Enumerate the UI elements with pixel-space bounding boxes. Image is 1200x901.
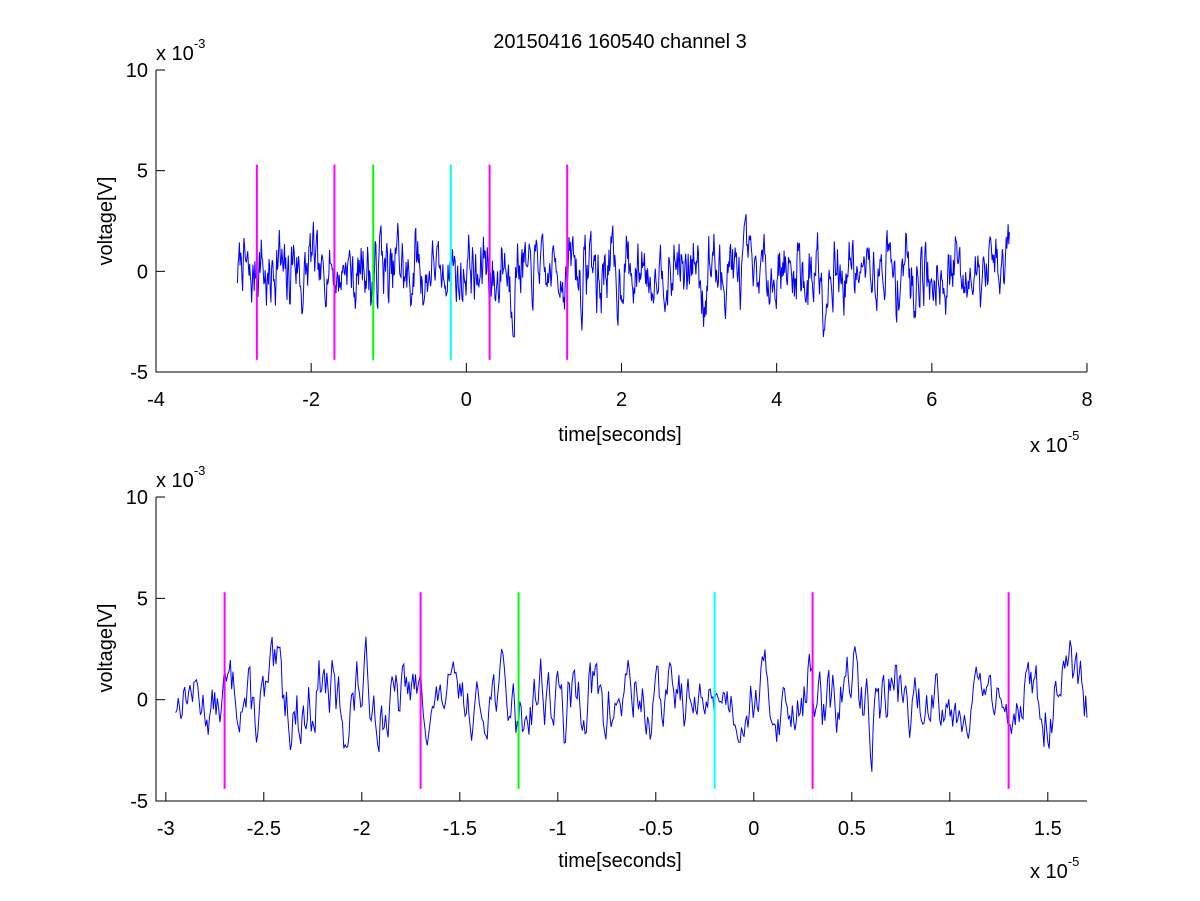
x-tick-label: -2.5 — [247, 818, 281, 840]
x-tick-label: -1.5 — [443, 818, 477, 840]
y-exponent-top: x 10-3 — [156, 36, 205, 65]
x-tick-label: 0 — [461, 389, 472, 411]
y-tick-label: -5 — [130, 791, 148, 813]
y-tick-label: 5 — [137, 161, 148, 183]
y-axis-label-top: voltage[V] — [95, 177, 117, 266]
x-tick-label: 1 — [944, 818, 955, 840]
signal-trace — [236, 214, 1010, 338]
x-axis-label-top: time[seconds] — [558, 424, 681, 446]
y-tick-label: -5 — [130, 362, 148, 384]
x-tick-label: -1 — [549, 818, 567, 840]
y-tick-label: 0 — [137, 261, 148, 283]
axes-frame — [155, 70, 1087, 373]
y-tick-label: 10 — [126, 487, 148, 509]
x-tick-label: 1.5 — [1034, 818, 1062, 840]
x-tick-label: -4 — [147, 389, 165, 411]
subplot-bottom: x 10-3 voltage[V] time[seconds] x 10-5 -… — [95, 463, 1088, 883]
x-tick-label: -2 — [353, 818, 371, 840]
x-tick-label: 8 — [1081, 389, 1092, 411]
y-tick-label: 10 — [126, 60, 148, 82]
y-axis-label-bottom: voltage[V] — [95, 604, 117, 693]
x-tick-label: 6 — [926, 389, 937, 411]
x-axis-label-bottom: time[seconds] — [558, 850, 681, 872]
figure-title: 20150416 160540 channel 3 — [493, 31, 747, 53]
x-tick-label: 4 — [771, 389, 782, 411]
x-tick-label: 2 — [616, 389, 627, 411]
y-exponent-bottom: x 10-3 — [156, 463, 205, 492]
x-exponent-top: x 10-5 — [1030, 428, 1079, 457]
x-tick-label: -0.5 — [639, 818, 673, 840]
y-tick-label: 0 — [137, 690, 148, 712]
x-tick-label: -3 — [157, 818, 175, 840]
x-tick-label: -2 — [302, 389, 320, 411]
subplot-top: x 10-3 voltage[V] time[seconds] x 10-5 -… — [95, 36, 1093, 457]
x-tick-label: 0.5 — [838, 818, 866, 840]
axes-frame — [155, 497, 1087, 802]
signal-trace — [175, 636, 1088, 772]
x-tick-label: 0 — [748, 818, 759, 840]
x-exponent-bottom: x 10-5 — [1030, 854, 1079, 883]
y-tick-label: 5 — [137, 588, 148, 610]
